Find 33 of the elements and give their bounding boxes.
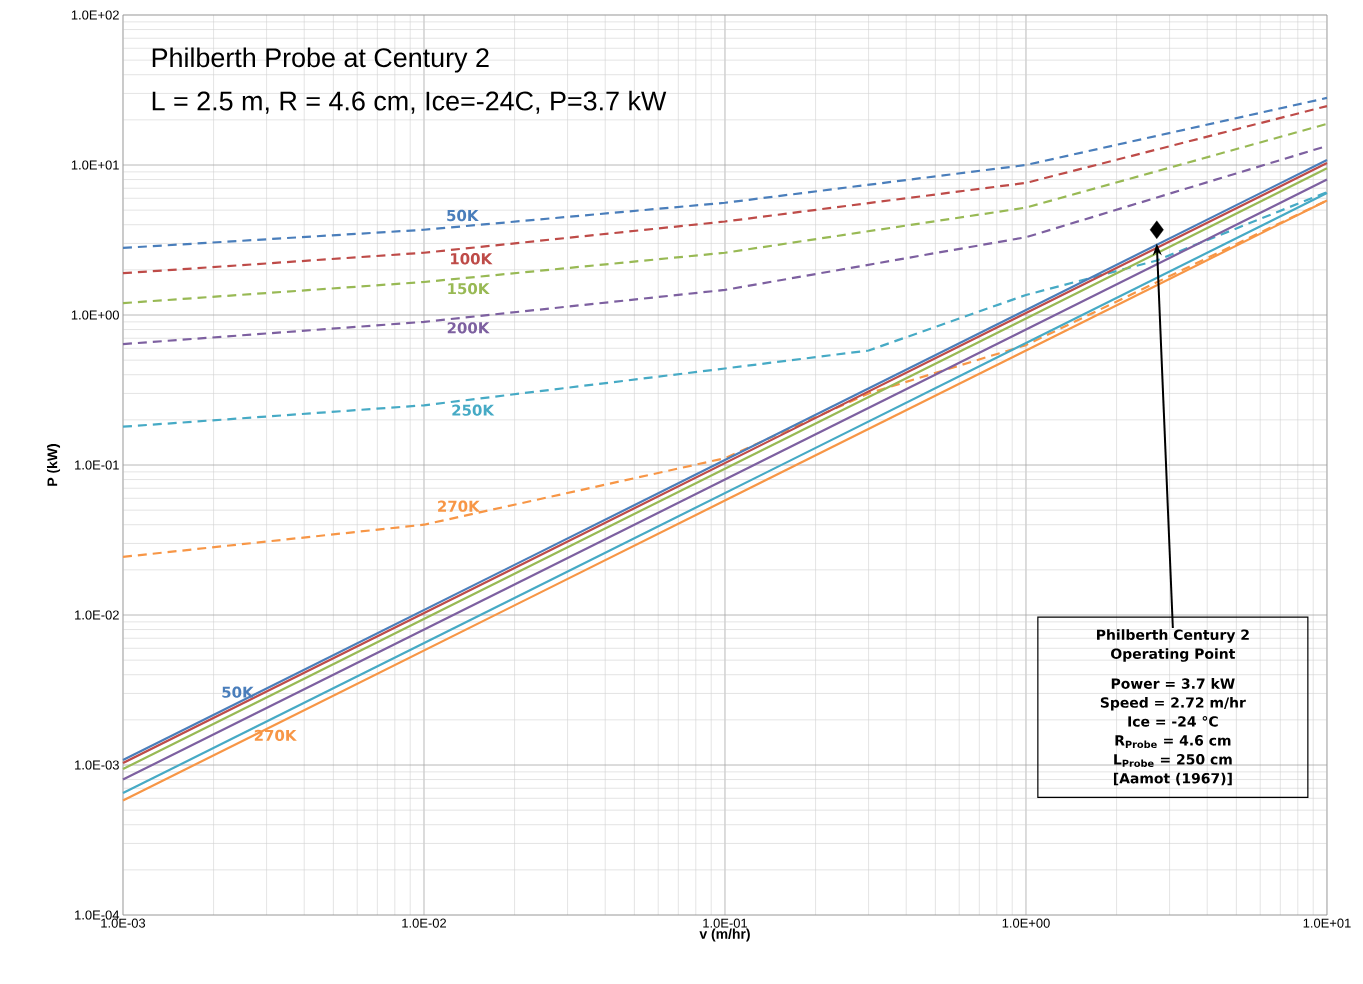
annotation: L$_{Probe}$ = 250 cm [1114, 754, 1232, 768]
y-tick-label: 1.0E+01 [71, 160, 119, 170]
annotation: 50K [447, 209, 479, 222]
annotation: 250K [452, 404, 495, 416]
annotation: Operating Point [1111, 648, 1236, 662]
annotation: 270K [254, 729, 297, 742]
annotation: Speed = 2.72 m/hr [1100, 697, 1246, 711]
y-axis-title: P (kW) [47, 444, 61, 486]
annotation: [Aamot (1967)] [1113, 772, 1232, 786]
annotation: 100K [451, 253, 493, 265]
x-tick-label: 1.0E-02 [402, 918, 447, 928]
y-tick-label: 1.0E-01 [75, 460, 119, 470]
annotation: Power = 3.7 kW [1111, 678, 1235, 689]
y-tick-label: 1.0E-03 [75, 760, 119, 770]
annotation: Ice = -24 °C [1128, 716, 1218, 727]
annotation: 200K [447, 322, 490, 334]
annotation: 50K [222, 686, 255, 698]
y-tick-label: 1.0E+00 [71, 310, 119, 320]
line-series [121, 122, 1329, 305]
x-tick-label: 1.0E+01 [1303, 918, 1351, 928]
annotation: 150K [448, 282, 490, 295]
text: Philberth Probe at Century 2 [152, 47, 489, 73]
x-tick-label: 1.0E+00 [1002, 918, 1050, 928]
y-tick-label: 1.0E-02 [75, 610, 119, 620]
y-tick-label: 1.0E+02 [71, 10, 119, 20]
annotation: R$_{Probe}$ = 4.6 cm [1115, 735, 1231, 749]
annotation: Philberth Century 2 [1097, 629, 1249, 643]
y-tick-label: 1.0E-04 [75, 910, 120, 920]
annotation: 270K [438, 500, 481, 512]
x-tick-label: 1.0E-01 [703, 918, 748, 928]
x-axis-title: v (m/hr) [699, 928, 750, 942]
x-tick-label: 1.0E-03 [101, 918, 146, 928]
text: L = 2.5 m, R = 4.6 cm, Ice=-24C, P=3.7 kW [152, 90, 667, 114]
